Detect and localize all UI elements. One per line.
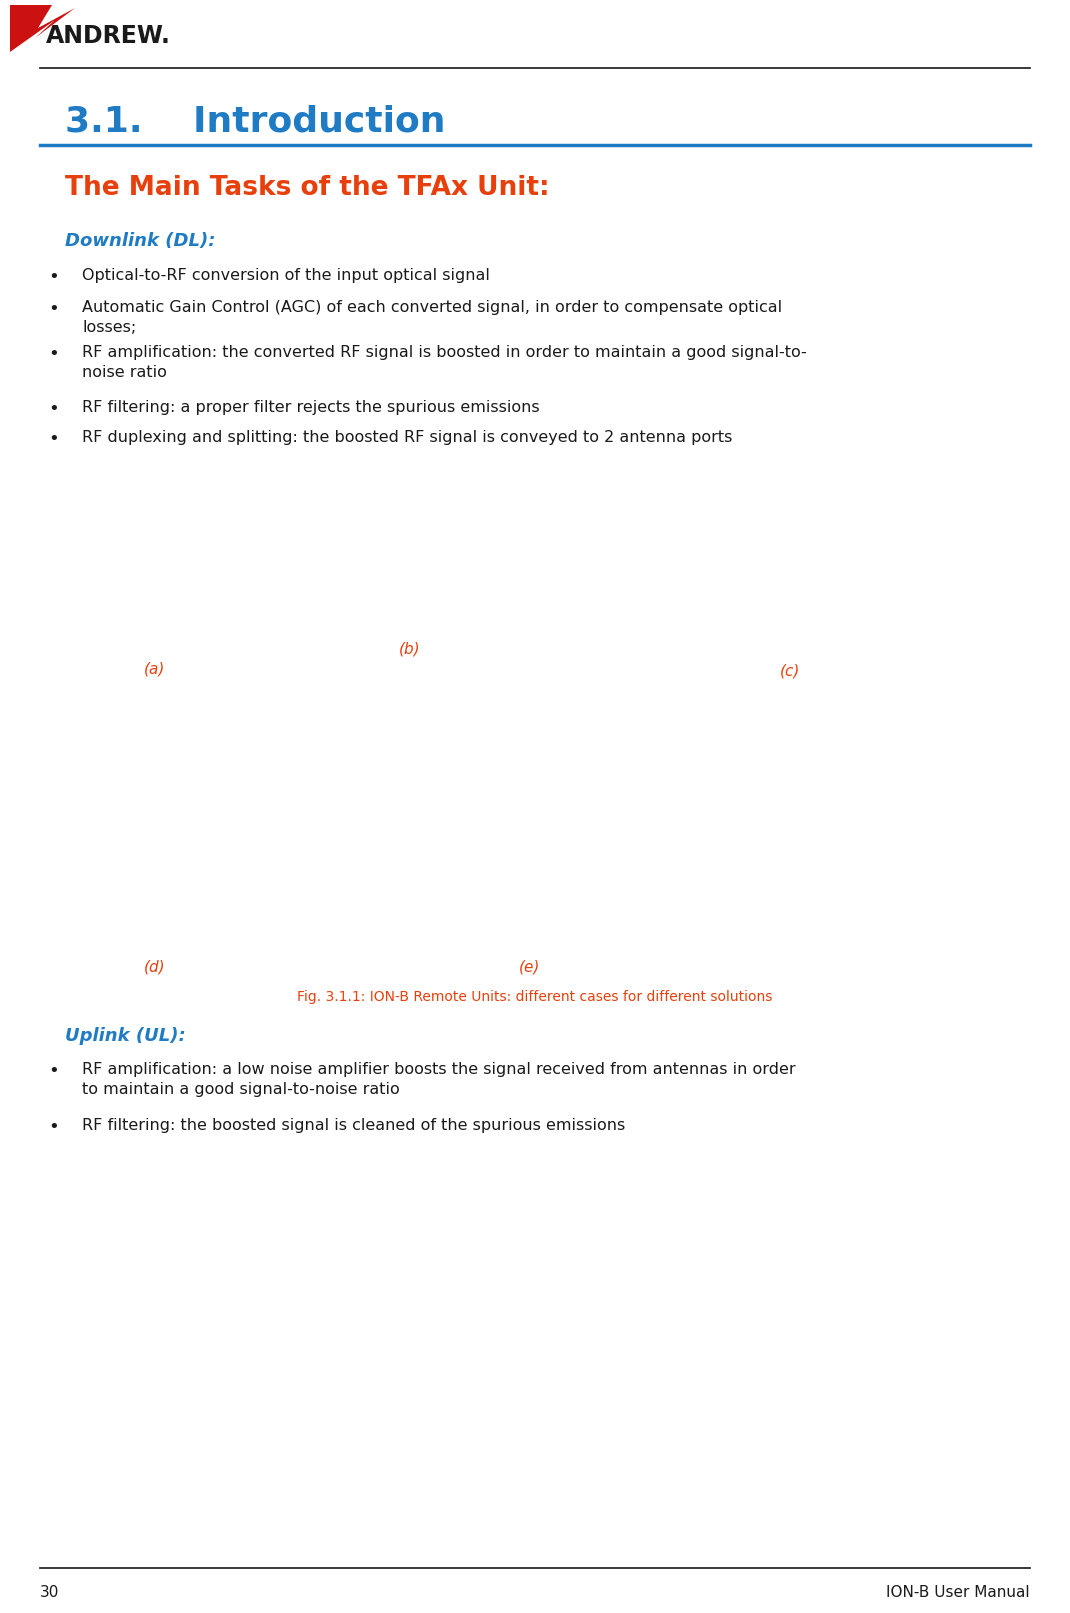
Text: 3.1.    Introduction: 3.1. Introduction [65, 105, 445, 139]
Text: (c): (c) [780, 665, 800, 679]
Text: RF filtering: the boosted signal is cleaned of the spurious emissions: RF filtering: the boosted signal is clea… [82, 1118, 625, 1132]
Text: 30: 30 [40, 1586, 59, 1600]
Text: •: • [48, 345, 59, 363]
Text: •: • [48, 1061, 59, 1081]
Text: RF amplification: a low noise amplifier boosts the signal received from antennas: RF amplification: a low noise amplifier … [82, 1061, 796, 1097]
Text: •: • [48, 400, 59, 418]
Text: Optical-to-RF conversion of the input optical signal: Optical-to-RF conversion of the input op… [82, 268, 490, 282]
Text: RF filtering: a proper filter rejects the spurious emissions: RF filtering: a proper filter rejects th… [82, 400, 539, 415]
Text: The Main Tasks of the TFAx Unit:: The Main Tasks of the TFAx Unit: [65, 174, 550, 202]
Text: Automatic Gain Control (AGC) of each converted signal, in order to compensate op: Automatic Gain Control (AGC) of each con… [82, 300, 782, 336]
Polygon shape [10, 5, 75, 52]
Text: (b): (b) [399, 642, 421, 656]
Text: (a): (a) [144, 661, 166, 677]
Text: (e): (e) [519, 960, 540, 974]
Text: •: • [48, 1118, 59, 1136]
Text: ANDREW.: ANDREW. [46, 24, 171, 48]
Text: Uplink (UL):: Uplink (UL): [65, 1027, 186, 1045]
Text: ION-B User Manual: ION-B User Manual [886, 1586, 1030, 1600]
Text: •: • [48, 300, 59, 318]
Text: Downlink (DL):: Downlink (DL): [65, 232, 215, 250]
Text: •: • [48, 431, 59, 448]
Text: RF amplification: the converted RF signal is boosted in order to maintain a good: RF amplification: the converted RF signa… [82, 345, 807, 379]
Text: Fig. 3.1.1: ION-B Remote Units: different cases for different solutions: Fig. 3.1.1: ION-B Remote Units: differen… [297, 990, 773, 1003]
Text: RF duplexing and splitting: the boosted RF signal is conveyed to 2 antenna ports: RF duplexing and splitting: the boosted … [82, 431, 732, 445]
Text: (d): (d) [144, 960, 166, 974]
Text: •: • [48, 268, 59, 286]
